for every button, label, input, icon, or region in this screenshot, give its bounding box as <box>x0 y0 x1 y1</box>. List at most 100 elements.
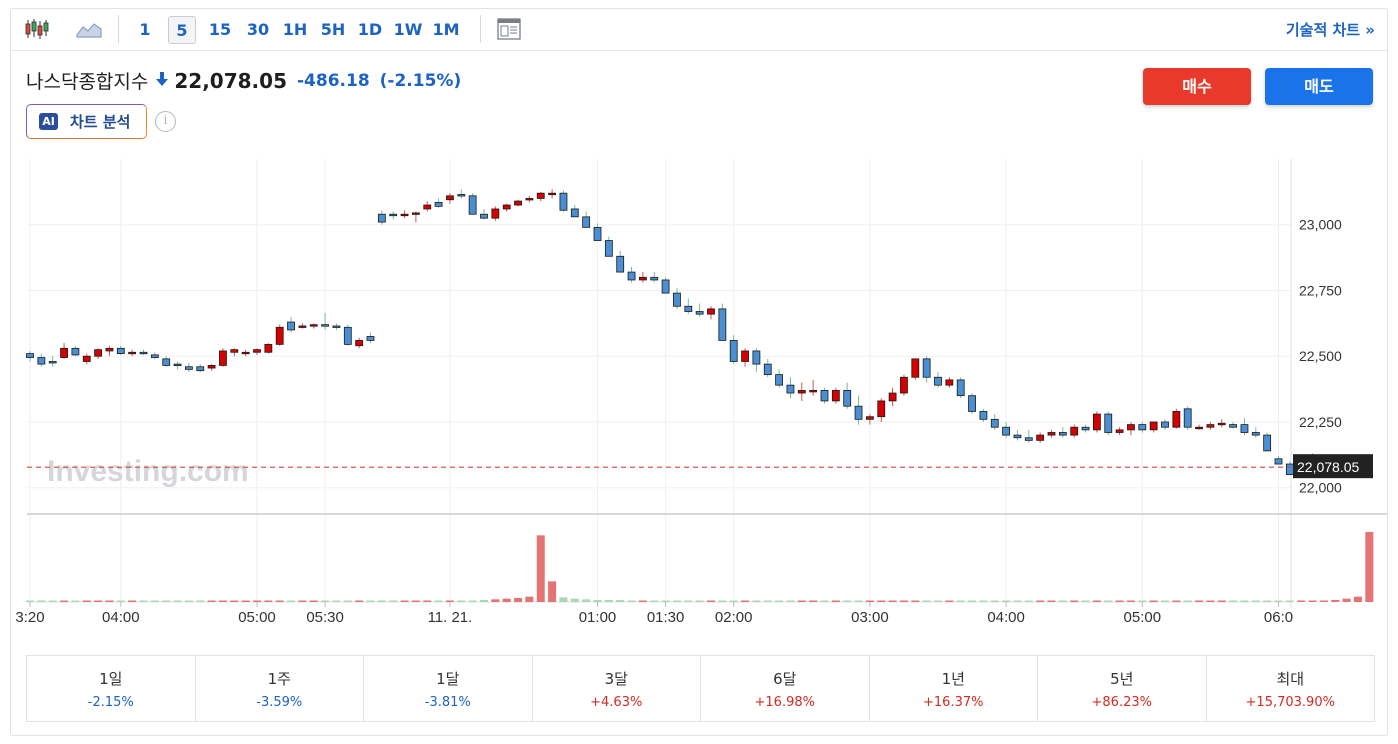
price-change-percent: (-2.15%) <box>379 70 462 91</box>
timeframe-1m[interactable]: 1M <box>432 20 460 39</box>
perf-label: 1달 <box>436 670 460 688</box>
timeframe-15[interactable]: 15 <box>208 20 232 39</box>
candle-body <box>446 195 454 201</box>
candle-body <box>559 192 568 211</box>
candle-body <box>979 411 988 420</box>
candle-body <box>570 208 579 218</box>
perf-value: +4.63% <box>590 695 643 710</box>
volume-bar <box>1308 600 1317 602</box>
volume-bar <box>1104 600 1113 602</box>
candle-body <box>763 363 772 376</box>
layout-panel-icon[interactable] <box>495 15 523 43</box>
timeframe-5h[interactable]: 5H <box>320 20 346 39</box>
timeframe-1[interactable]: 1 <box>139 20 151 39</box>
candle-body <box>502 204 511 210</box>
technical-chart-link[interactable]: 기술적 차트 » <box>1285 21 1375 39</box>
sell-button[interactable]: 매도 <box>1265 68 1373 105</box>
area-chart-icon[interactable] <box>75 15 103 43</box>
volume-bar <box>480 600 488 602</box>
volume-bar <box>400 600 409 602</box>
perf-cell-1m[interactable]: 1달 -3.81% <box>364 656 533 721</box>
candle-body <box>457 194 466 197</box>
volume-bar <box>809 600 818 602</box>
volume-bar <box>48 600 57 602</box>
volume-bar <box>616 600 625 602</box>
perf-cell-5y[interactable]: 5년 +86.23% <box>1038 656 1207 721</box>
perf-value: +16.37% <box>923 695 984 710</box>
y-tick-label: 23,000 <box>1299 217 1342 233</box>
candlestick-chart-icon[interactable] <box>23 15 51 43</box>
candle-body <box>287 321 295 331</box>
volume-bar <box>604 600 613 602</box>
volume-bar <box>911 600 920 602</box>
volume-bar <box>105 600 114 602</box>
volume-bar <box>1126 600 1135 602</box>
volume-bar <box>820 600 829 602</box>
volume-bar <box>71 600 80 602</box>
volume-bar <box>1195 600 1204 602</box>
volume-bar <box>1319 600 1328 602</box>
volume-bar <box>661 600 670 602</box>
ai-chart-analysis-button[interactable]: AI 차트 분석 <box>26 104 147 139</box>
perf-value: +86.23% <box>1091 695 1152 710</box>
perf-cell-1y[interactable]: 1년 +16.37% <box>870 656 1038 721</box>
volume-bar <box>207 600 216 602</box>
perf-cell-max[interactable]: 최대 +15,703.90% <box>1207 656 1375 721</box>
toolbar-divider <box>480 15 481 43</box>
volume-bar <box>707 600 715 602</box>
volume-bar <box>934 600 942 602</box>
candle-body <box>207 365 216 369</box>
candle-body <box>71 347 80 356</box>
volume-bar <box>82 600 91 602</box>
candle-body <box>162 358 171 366</box>
volume-bar <box>434 600 443 602</box>
volume-bar <box>922 600 931 602</box>
x-tick-label: 04:00 <box>987 609 1025 626</box>
timeframe-1h[interactable]: 1H <box>282 20 308 39</box>
candle-body <box>741 350 749 362</box>
y-tick-label: 22,000 <box>1299 480 1342 496</box>
volume-bar <box>514 598 523 602</box>
perf-cell-3m[interactable]: 3달 +4.63% <box>533 656 701 721</box>
candlestick-chart[interactable]: Investing.com 22,000 22,250 22,500 22,750 23,… <box>11 9 1387 645</box>
candle-body <box>593 226 602 241</box>
perf-label: 3달 <box>604 670 628 688</box>
instrument-header: 나스닥종합지수 22,078.05 -486.18 (-2.15%) <box>26 67 461 94</box>
perf-cell-1w[interactable]: 1주 -3.59% <box>196 656 364 721</box>
volume-bar <box>1024 600 1033 602</box>
volume-bar <box>1081 600 1090 602</box>
candle-body <box>548 192 556 196</box>
candle-body <box>241 351 250 355</box>
volume-bar <box>956 600 965 602</box>
y-tick-label: 22,250 <box>1299 414 1342 430</box>
candle-body <box>809 390 818 393</box>
candle-body <box>1274 458 1283 465</box>
candle-body <box>1024 437 1033 441</box>
volume-bar <box>1274 600 1283 602</box>
last-price: 22,078.05 <box>174 68 287 93</box>
volume-bar <box>309 600 318 602</box>
buy-button[interactable]: 매수 <box>1143 68 1251 105</box>
volume-bar <box>525 596 534 602</box>
candle-body <box>990 418 999 428</box>
perf-cell-1d[interactable]: 1일 -2.15% <box>27 656 196 721</box>
timeframe-1d[interactable]: 1D <box>357 20 383 39</box>
volume-bar <box>831 600 840 602</box>
candle-body <box>1217 422 1226 426</box>
candle-body <box>1229 424 1237 428</box>
volume-bar <box>1353 596 1362 602</box>
info-icon[interactable]: i <box>155 111 176 132</box>
perf-cell-6m[interactable]: 6달 +16.98% <box>701 656 870 721</box>
candle-body <box>831 390 840 402</box>
timeframe-5[interactable]: 5 <box>168 16 196 44</box>
timeframe-30[interactable]: 30 <box>246 20 270 39</box>
volume-bar <box>445 600 454 602</box>
candle-body <box>922 358 931 378</box>
candle-body <box>321 324 330 327</box>
volume-bar <box>230 600 239 602</box>
volume-bar <box>253 600 261 602</box>
timeframe-1w[interactable]: 1W <box>393 20 423 39</box>
candle-body <box>1058 432 1067 436</box>
volume-bar <box>786 600 795 602</box>
candle-body <box>298 325 307 328</box>
